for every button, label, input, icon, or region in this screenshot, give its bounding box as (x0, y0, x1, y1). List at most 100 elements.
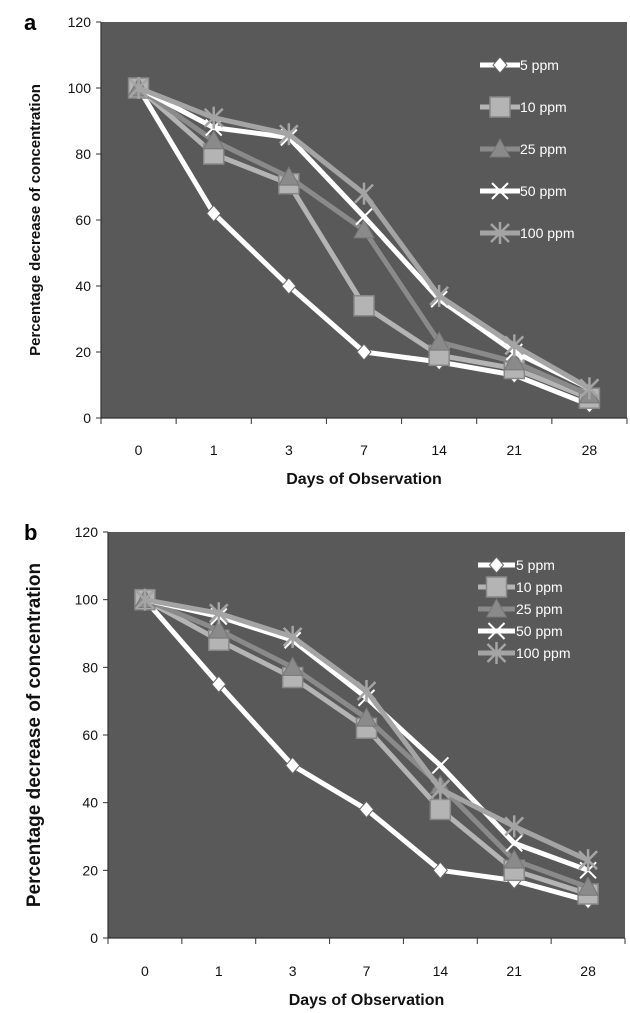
data-point (211, 675, 227, 694)
legend-label: 25 ppm (516, 601, 563, 617)
legend-swatch-marker (485, 576, 508, 598)
data-point (278, 123, 299, 146)
data-point (353, 218, 375, 239)
y-tick-label: 100 (68, 80, 92, 96)
data-point (281, 277, 297, 295)
legend-swatch-marker (489, 96, 511, 118)
legend-item: 100 ppm (480, 222, 574, 244)
y-tick-label: 60 (82, 727, 98, 743)
x-axis-title: Days of Observation (286, 471, 442, 488)
data-point (504, 334, 525, 357)
data-point (429, 798, 452, 821)
series-100-ppm (135, 588, 598, 872)
series-100-ppm (128, 77, 600, 400)
x-tick-label: 7 (363, 963, 371, 979)
y-tick-label: 0 (90, 930, 98, 946)
y-tick-label: 120 (68, 14, 92, 30)
y-tick-label: 40 (82, 795, 98, 811)
data-point (356, 343, 372, 361)
data-point (577, 876, 599, 896)
legend-item: 10 ppm (478, 576, 563, 598)
legend-swatch-marker (492, 56, 508, 74)
y-tick-label: 20 (82, 862, 98, 878)
x-tick-label: 28 (580, 963, 596, 979)
y-tick-label: 0 (83, 410, 91, 426)
legend-label: 100 ppm (520, 225, 574, 241)
data-point (579, 377, 600, 400)
data-point (281, 656, 304, 676)
x-tick-label: 21 (506, 963, 522, 979)
chart-panel-b: b 0 20 40 60 80 100 120 0 1 3 7 14 21 28 Days of Observ… (24, 520, 626, 1009)
panel-letter: b (24, 520, 37, 545)
data-point (202, 129, 225, 150)
legend-swatch-marker (487, 622, 506, 640)
legend-label: 10 ppm (516, 579, 563, 595)
x-axis-title: Days of Observation (289, 992, 445, 1009)
x-tick-label: 0 (141, 963, 149, 979)
y-tick-label: 120 (75, 524, 99, 540)
legend-item: 10 ppm (480, 96, 567, 118)
legend-label: 100 ppm (516, 645, 570, 661)
data-point (430, 778, 451, 801)
data-point (354, 182, 374, 205)
y-tick-label: 80 (75, 146, 91, 162)
legend-item: 5 ppm (480, 56, 559, 74)
data-point (505, 834, 523, 852)
data-point (206, 204, 222, 223)
data-point (208, 602, 229, 625)
chart-panel-a: a 0 20 40 60 80 100 120 0 1 3 7 14 21 28 Days of Observ… (24, 10, 628, 488)
legend-swatch-marker (490, 222, 510, 244)
data-point (504, 815, 525, 838)
data-point (429, 284, 450, 307)
legend: 5 ppm 10 ppm 25 ppm 50 ppm 100 ppm (480, 56, 574, 244)
data-point (282, 625, 303, 648)
data-point (203, 106, 224, 129)
series-25-ppm (134, 588, 599, 896)
data-point (432, 861, 449, 880)
data-point (428, 331, 450, 351)
legend-item: 100 ppm (478, 642, 570, 664)
data-point (356, 680, 377, 703)
x-tick-label: 28 (582, 442, 598, 458)
legend-label: 25 ppm (520, 141, 567, 157)
legend-swatch-marker (486, 642, 507, 664)
x-tick-label: 1 (215, 963, 223, 979)
legend-swatch-marker (491, 182, 509, 200)
data-point (503, 849, 526, 869)
x-tick-label: 21 (506, 442, 522, 458)
y-tick-label: 60 (75, 212, 91, 228)
legend-item: 50 ppm (478, 622, 563, 640)
data-point (431, 756, 450, 775)
x-tick-label: 7 (360, 442, 368, 458)
data-point (355, 207, 373, 226)
x-tick-label: 3 (289, 963, 297, 979)
panel-letter: a (24, 10, 37, 35)
legend-label: 50 ppm (516, 623, 563, 639)
x-tick-label: 3 (285, 442, 293, 458)
legend-label: 5 ppm (516, 557, 555, 573)
legend-label: 5 ppm (520, 57, 559, 73)
legend-item: 5 ppm (478, 556, 555, 574)
legend-swatch-marker (488, 556, 505, 574)
y-tick-label: 40 (75, 278, 91, 294)
x-tick-label: 1 (210, 442, 218, 458)
x-tick-label: 14 (431, 442, 447, 458)
y-tick-label: 20 (75, 344, 91, 360)
y-axis-title: Percentage decrease of concentration (27, 84, 44, 356)
data-point (135, 588, 155, 611)
x-tick-label: 14 (433, 963, 449, 979)
data-point (353, 295, 375, 317)
y-tick-label: 100 (75, 592, 99, 608)
legend-label: 10 ppm (520, 99, 567, 115)
legend-item: 50 ppm (480, 182, 567, 200)
data-point (278, 166, 300, 186)
data-point (128, 77, 149, 99)
legend-item: 25 ppm (478, 597, 563, 618)
data-point (358, 800, 375, 819)
data-point (207, 619, 230, 639)
y-tick-label: 80 (82, 659, 98, 675)
data-point (503, 350, 526, 371)
data-point (578, 849, 598, 872)
legend-label: 50 ppm (520, 183, 567, 199)
